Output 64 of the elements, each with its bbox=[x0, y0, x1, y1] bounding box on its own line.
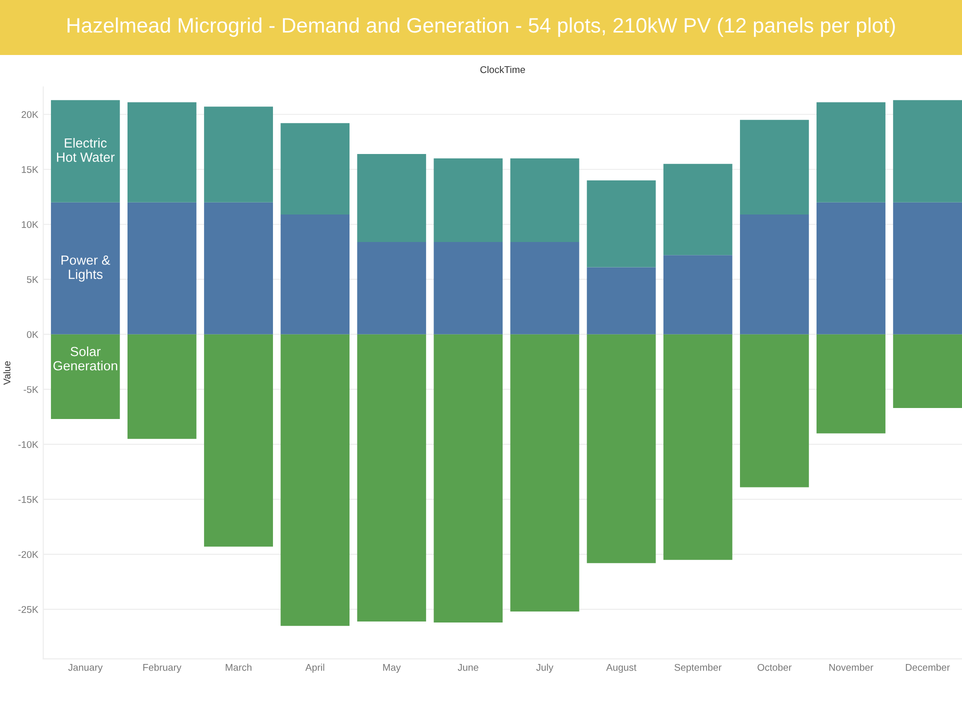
bar bbox=[50, 202, 120, 334]
bar bbox=[740, 120, 809, 214]
bar bbox=[434, 158, 503, 242]
bar bbox=[893, 100, 962, 202]
bar bbox=[204, 334, 273, 547]
series-label: Power & Lights bbox=[62, 256, 110, 282]
bar bbox=[663, 255, 732, 334]
series-label: Solar Generation bbox=[53, 346, 118, 370]
bar bbox=[510, 158, 580, 242]
bar bbox=[893, 334, 962, 408]
bar bbox=[280, 123, 350, 214]
y-tick-label: 20K bbox=[22, 111, 38, 118]
bar bbox=[280, 214, 350, 334]
bar bbox=[204, 106, 273, 202]
bar bbox=[434, 334, 503, 623]
y-tick-label: -20K bbox=[18, 551, 38, 558]
x-tick-label: May bbox=[383, 664, 401, 673]
bar bbox=[128, 102, 196, 202]
bar bbox=[816, 102, 886, 202]
bar bbox=[357, 334, 426, 622]
y-tick-label: -15K bbox=[18, 496, 38, 503]
y-tick-label: 5K bbox=[26, 276, 38, 283]
bar bbox=[510, 334, 580, 612]
y-tick-label: 10K bbox=[22, 221, 38, 228]
x-tick-label: July bbox=[536, 664, 554, 673]
series-label: Electric Hot Water bbox=[57, 138, 115, 162]
y-tick-label: -5K bbox=[24, 386, 38, 393]
x-tick-label: February bbox=[143, 664, 182, 673]
bar bbox=[357, 154, 426, 242]
bar bbox=[204, 202, 273, 334]
x-tick-label: April bbox=[305, 664, 324, 673]
bar bbox=[663, 164, 732, 256]
x-tick-label: September bbox=[674, 664, 722, 673]
bar bbox=[740, 334, 809, 488]
bar bbox=[434, 242, 503, 334]
bar bbox=[586, 267, 656, 334]
bar bbox=[893, 202, 962, 334]
bar bbox=[128, 202, 196, 334]
x-tick-label: March bbox=[226, 664, 252, 671]
bar bbox=[740, 214, 809, 334]
chart-title: Hazelmead Microgrid - Demand and Generation - 54 plots, 210kW PV (12 panels per plot) bbox=[68, 17, 895, 37]
x-tick-label: August bbox=[606, 664, 636, 673]
bar bbox=[128, 334, 196, 439]
x-tick-label: December bbox=[906, 664, 950, 671]
x-tick-label: October bbox=[758, 664, 792, 671]
y-tick-label: 15K bbox=[22, 166, 38, 173]
x-axis-title: ClockTime bbox=[480, 66, 525, 74]
bar bbox=[280, 334, 350, 626]
y-tick-label: 0K bbox=[26, 331, 38, 338]
bar bbox=[50, 334, 120, 420]
x-tick-label: November bbox=[829, 664, 874, 671]
y-tick-label: -10K bbox=[18, 441, 38, 448]
bar bbox=[816, 202, 886, 334]
y-tick-label: -25K bbox=[18, 606, 38, 613]
y-axis-title: Value bbox=[3, 361, 10, 385]
bar bbox=[586, 334, 656, 564]
bar bbox=[50, 100, 120, 202]
bar bbox=[357, 242, 426, 334]
bar bbox=[816, 334, 886, 434]
x-tick-label: June bbox=[458, 664, 478, 671]
bar bbox=[663, 334, 732, 560]
bar bbox=[586, 180, 656, 268]
bar bbox=[510, 242, 580, 334]
x-tick-label: January bbox=[68, 664, 103, 673]
